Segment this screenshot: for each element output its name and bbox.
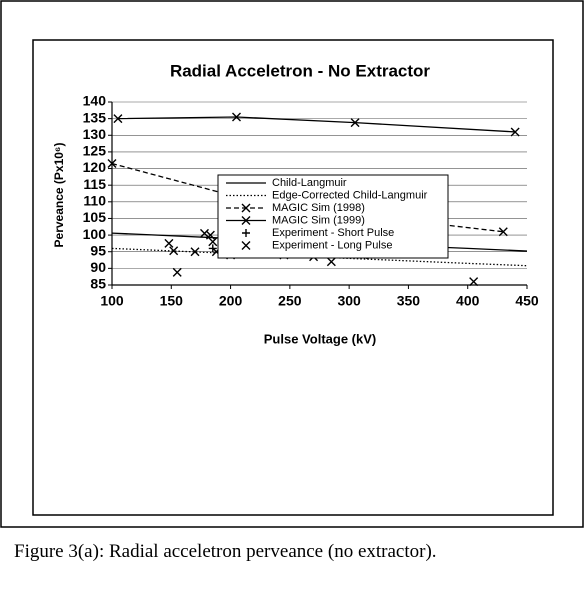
legend-marker xyxy=(241,216,251,225)
x-axis-label: Pulse Voltage (kV) xyxy=(264,331,376,346)
marker xyxy=(350,118,360,128)
marker xyxy=(190,247,200,257)
x-tick-label: 350 xyxy=(397,293,421,309)
marker xyxy=(199,228,209,238)
marker xyxy=(107,159,117,169)
x-tick-label: 400 xyxy=(456,293,480,309)
x-tick-label: 100 xyxy=(100,293,124,309)
y-tick-label: 105 xyxy=(83,209,107,225)
y-tick-label: 140 xyxy=(83,93,107,109)
legend-marker xyxy=(241,241,251,250)
series-line xyxy=(117,116,516,133)
x-tick-label: 200 xyxy=(219,293,243,309)
caption: Figure 3(a): Radial acceletron perveance… xyxy=(14,541,437,562)
x-tick-label: 250 xyxy=(278,293,302,309)
legend-marker xyxy=(241,203,251,213)
outer-frame xyxy=(0,0,584,528)
marker xyxy=(169,246,179,256)
marker xyxy=(172,267,182,277)
legend-label: MAGIC Sim (1998) xyxy=(272,202,365,214)
legend-label: Experiment - Long Pulse xyxy=(272,239,392,251)
x-tick-label: 300 xyxy=(337,293,361,309)
y-tick-label: 110 xyxy=(83,193,106,209)
chart: Radial Acceletron - No Extractor Pulse V… xyxy=(0,0,584,528)
x-tick-label: 150 xyxy=(160,293,184,309)
chart-frame xyxy=(32,39,554,516)
legend-label: Child-Langmuir xyxy=(272,177,347,189)
y-tick-label: 125 xyxy=(83,143,107,159)
x-tick-label: 450 xyxy=(515,293,539,309)
y-axis-label: Perveance (Px10⁶) xyxy=(52,143,66,248)
legend-label: Experiment - Short Pulse xyxy=(272,227,394,239)
y-tick-label: 115 xyxy=(83,176,106,192)
marker xyxy=(164,238,174,248)
y-tick-label: 95 xyxy=(90,242,106,258)
marker xyxy=(326,257,336,267)
legend-label: MAGIC Sim (1999) xyxy=(272,214,365,226)
y-tick-label: 135 xyxy=(83,109,107,125)
legend-label: Edge-Corrected Child-Langmuir xyxy=(272,189,428,201)
legend-marker xyxy=(242,229,250,237)
marker xyxy=(208,237,218,247)
marker xyxy=(205,230,215,240)
marker xyxy=(113,114,123,124)
y-tick-label: 85 xyxy=(90,276,106,292)
marker xyxy=(498,227,508,237)
chart-title: Radial Acceletron - No Extractor xyxy=(170,61,430,80)
legend-box xyxy=(217,174,449,259)
marker xyxy=(469,277,479,287)
series-line xyxy=(111,247,528,267)
y-tick-label: 130 xyxy=(83,126,107,142)
y-tick-label: 120 xyxy=(83,159,107,175)
y-tick-label: 90 xyxy=(90,259,106,275)
marker xyxy=(232,112,241,122)
y-tick-label: 100 xyxy=(83,226,107,242)
marker xyxy=(510,127,520,137)
